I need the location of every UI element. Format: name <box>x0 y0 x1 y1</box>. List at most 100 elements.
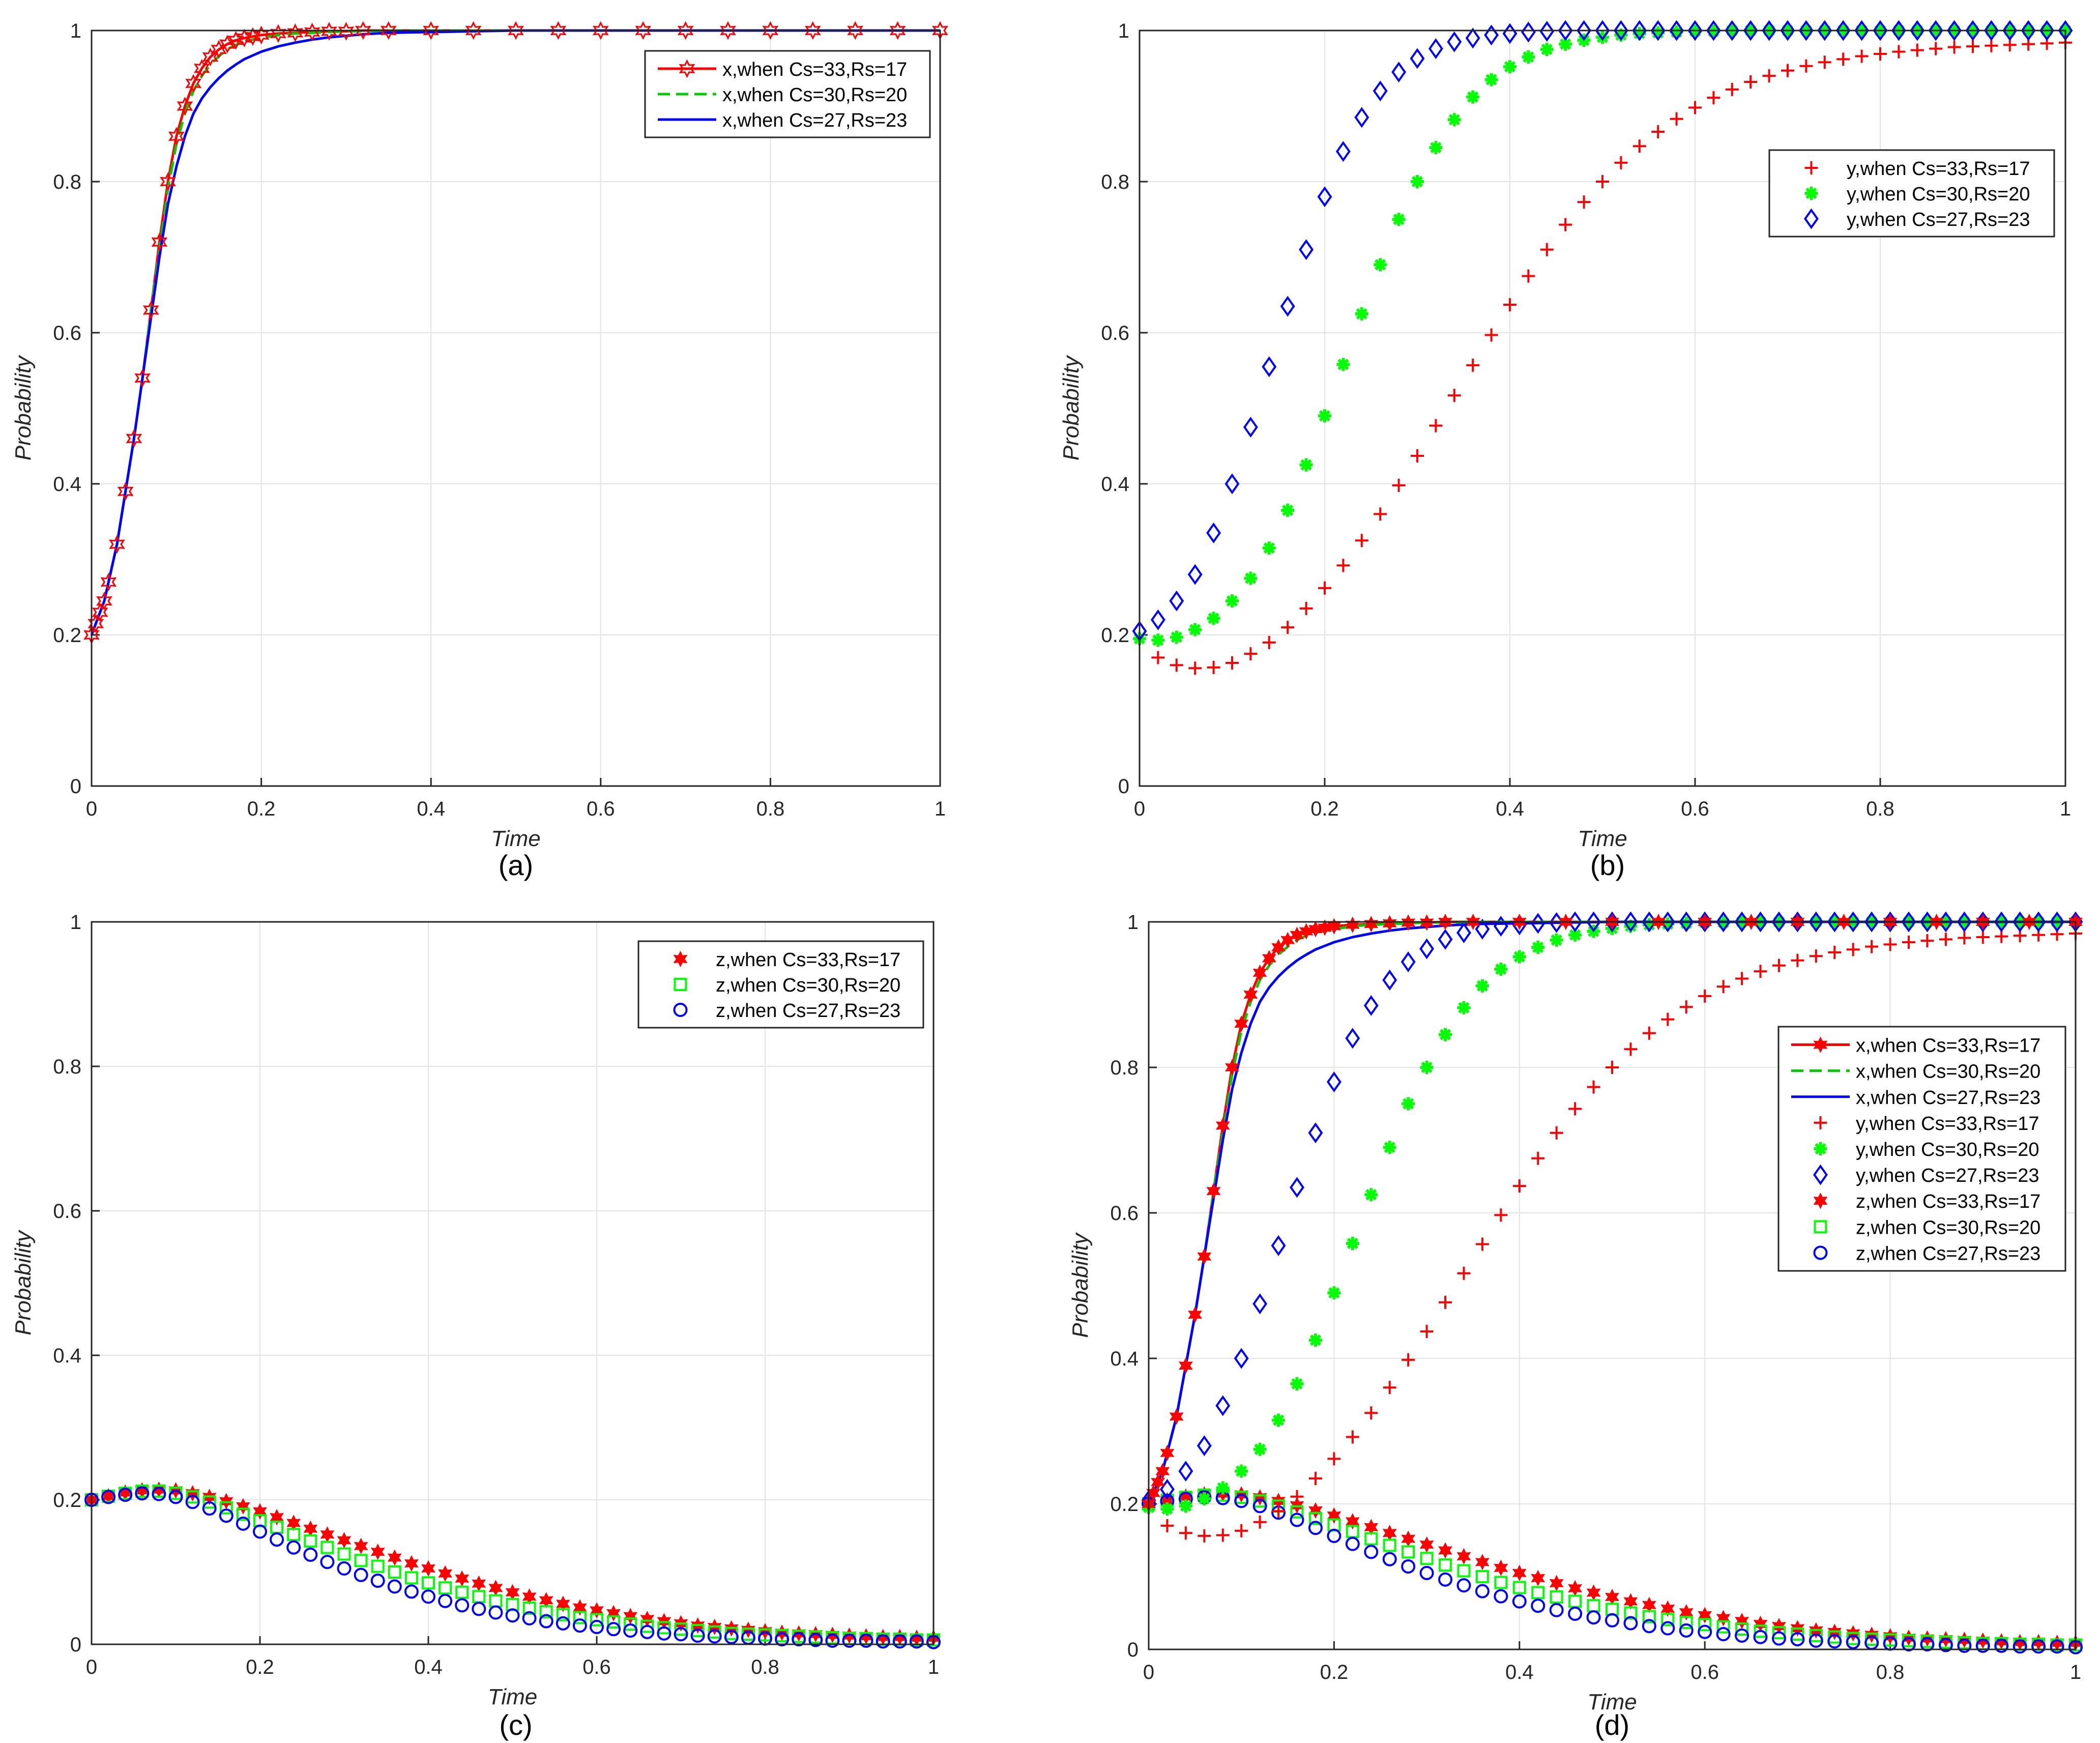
data-point <box>1402 1097 1415 1111</box>
data-point <box>1577 195 1591 209</box>
data-point <box>1160 1519 1174 1532</box>
data-point <box>590 1613 603 1626</box>
x-tick-label: 0.4 <box>414 1656 443 1678</box>
data-point <box>1669 20 1684 41</box>
plot-frame <box>91 30 941 787</box>
x-tick-label: 0.2 <box>1320 1661 1349 1683</box>
data-point <box>1308 1333 1322 1347</box>
data-point <box>1439 1295 1452 1309</box>
data-point <box>1817 20 1832 41</box>
data-point <box>1290 1505 1304 1519</box>
y-tick-label: 0.2 <box>53 1489 81 1512</box>
data-point <box>1660 1600 1675 1617</box>
data-point <box>1475 1237 1489 1251</box>
y-tick-label: 0.4 <box>1110 1348 1139 1370</box>
x-axis-label: Time <box>488 1684 537 1709</box>
plot-1: 0 0.2 0.4 0.6 0.8 1 0 0.2 0.4 0.6 0.8 1 Time Probabil… <box>11 20 948 851</box>
legend-entry-label: z,when Cs=27,Rs=23 <box>716 1000 900 1022</box>
data-point <box>1512 1564 1527 1581</box>
data-point <box>1206 1182 1221 1200</box>
data-point <box>1336 559 1350 572</box>
data-point <box>1318 409 1331 423</box>
data-point <box>1363 995 1379 1016</box>
data-point <box>1984 20 1999 41</box>
data-point <box>1522 50 1535 64</box>
data-point <box>253 1524 267 1539</box>
legend-entry-label: x,when Cs=27,Rs=23 <box>1856 1087 2040 1109</box>
data-point <box>320 1541 334 1554</box>
data-point <box>355 21 371 40</box>
data-point <box>539 1614 553 1629</box>
data-point <box>1466 358 1480 372</box>
data-point <box>1253 1515 1267 1529</box>
data-point <box>1985 39 1998 52</box>
legend: x,when Cs=33,Rs=17 x,when Cs=30,Rs=20 x,wh… <box>1777 1026 2066 1272</box>
data-point <box>320 1555 335 1570</box>
data-point <box>1809 1633 1823 1648</box>
data-point <box>1707 91 1720 105</box>
x-tick-label: 0.8 <box>756 798 785 820</box>
data-point <box>1224 473 1240 495</box>
data-point <box>505 1608 520 1623</box>
x-tick-label: 0.2 <box>247 798 276 820</box>
data-point <box>1364 1406 1378 1420</box>
x-tick-label: 0.2 <box>1310 798 1339 820</box>
data-point <box>1151 633 1165 647</box>
data-point <box>1512 1581 1526 1594</box>
data-point <box>286 1540 301 1555</box>
y-tick-label: 0 <box>1118 775 1129 798</box>
data-point <box>508 21 524 40</box>
data-point <box>1234 1348 1249 1369</box>
y-tick-label: 0 <box>1127 1639 1139 1661</box>
data-point <box>304 22 320 42</box>
data-point <box>1447 389 1461 402</box>
data-point <box>775 1632 790 1647</box>
data-point <box>1234 1494 1249 1508</box>
y-tick-label: 0.6 <box>53 322 81 344</box>
data-point <box>1355 534 1368 547</box>
data-point <box>640 1624 655 1639</box>
data-point <box>1965 20 1980 41</box>
data-point <box>1197 1248 1212 1265</box>
data-point <box>1716 1626 1731 1641</box>
data-point <box>792 1632 806 1647</box>
data-point <box>1420 1552 1434 1565</box>
x-tick-label: 0.8 <box>751 1656 779 1678</box>
data-point <box>1308 1122 1323 1144</box>
data-point <box>825 1633 840 1648</box>
data-point <box>720 21 736 40</box>
data-point <box>1624 1606 1638 1620</box>
data-point <box>1910 43 1924 57</box>
data-point <box>1901 911 1916 933</box>
data-point <box>168 127 185 146</box>
data-point <box>1706 20 1721 41</box>
data-point <box>556 1616 570 1631</box>
data-point <box>707 1629 722 1644</box>
data-point <box>1420 1325 1434 1339</box>
x-tick-label: 0.8 <box>1876 1661 1905 1683</box>
data-point <box>1318 581 1331 595</box>
data-point <box>202 1501 217 1516</box>
data-point <box>1568 928 1582 942</box>
y-tick-label: 0 <box>70 1634 81 1656</box>
data-point <box>1420 1061 1434 1074</box>
data-point <box>1170 630 1183 644</box>
data-point <box>522 1611 537 1625</box>
data-point <box>422 1576 435 1590</box>
data-point <box>1670 112 1683 126</box>
data-point <box>1928 20 1943 41</box>
legend: x,when Cs=33,Rs=17 x,when Cs=30,Rs=20 x,wh… <box>644 50 931 138</box>
data-point <box>1494 1589 1508 1604</box>
data-point <box>1373 80 1388 102</box>
data-point <box>1215 1395 1231 1416</box>
data-point <box>1623 1616 1638 1631</box>
data-point <box>1252 1499 1267 1514</box>
data-point <box>1550 933 1563 947</box>
data-point <box>1642 1619 1656 1634</box>
data-point <box>724 1630 739 1644</box>
x-tick-label: 0.8 <box>1866 798 1894 820</box>
data-point <box>1429 141 1443 155</box>
x-tick-label: 0.2 <box>246 1656 274 1678</box>
data-point <box>1475 918 1490 940</box>
data-point <box>1151 1473 1165 1491</box>
